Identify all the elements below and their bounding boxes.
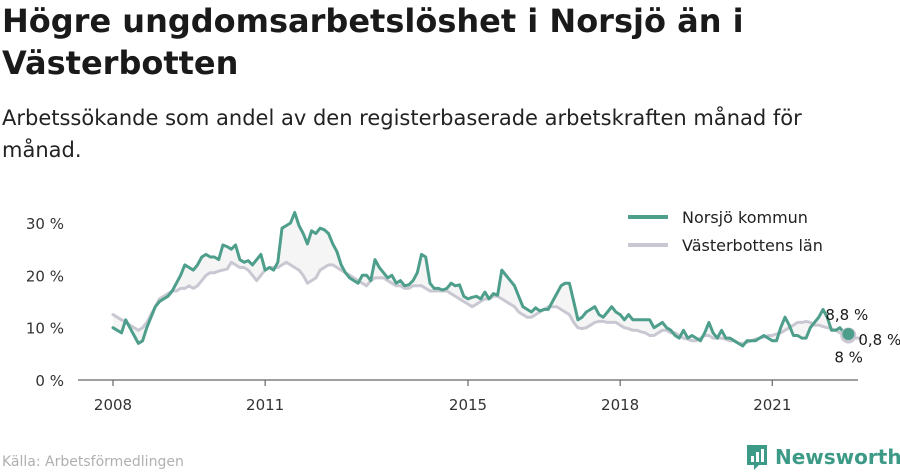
x-tick-label: 2021 <box>753 396 791 414</box>
legend-label: Västerbottens län <box>682 236 823 255</box>
brand-logo[interactable]: Newsworthy <box>745 442 900 472</box>
difference-area <box>113 212 849 346</box>
y-tick-label: 30 % <box>26 215 64 233</box>
end-marker-norsjo <box>842 327 855 340</box>
end-value-label: 0,8 % <box>858 331 900 349</box>
end-value-label: 8,8 % <box>825 306 868 324</box>
source-note: Källa: Arbetsförmedlingen <box>2 454 184 470</box>
chart-title: Högre ungdomsarbetslöshet i Norsjö än i … <box>2 2 744 82</box>
x-tick-label: 2015 <box>449 396 487 414</box>
y-tick-label: 0 % <box>35 372 64 390</box>
y-tick-label: 10 % <box>26 320 64 338</box>
legend-label: Norsjö kommun <box>682 208 808 227</box>
chart-subtitle: Arbetssökande som andel av den registerb… <box>2 106 802 162</box>
x-tick-label: 2008 <box>94 396 132 414</box>
end-value-label: 8 % <box>834 349 863 367</box>
x-tick-label: 2018 <box>601 396 639 414</box>
brand-name: Newsworthy <box>775 445 900 469</box>
series-line-vasterbotten <box>111 260 863 345</box>
series-line-norsjo <box>111 211 850 348</box>
newsworthy-logo-icon <box>747 445 767 470</box>
x-tick-label: 2011 <box>246 396 284 414</box>
y-tick-label: 20 % <box>26 267 64 285</box>
